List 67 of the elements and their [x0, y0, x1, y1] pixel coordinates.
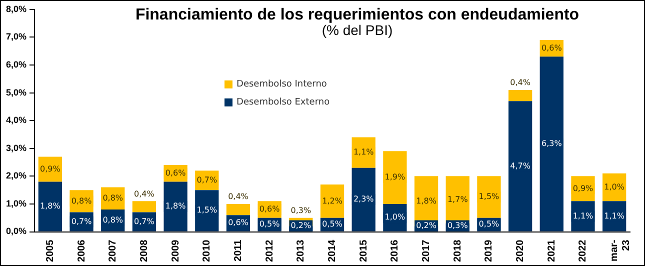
x-tick-label: 2021: [546, 239, 558, 262]
y-tick-label: 4,0%: [6, 115, 27, 126]
data-label: 4,7%: [510, 161, 531, 170]
data-label: 1,8%: [416, 196, 437, 206]
x-tick-label: 2007: [108, 239, 119, 262]
data-label: 0,7%: [196, 175, 218, 184]
y-tick-label: 8,0%: [6, 4, 27, 14]
x-tick-label: 2011: [232, 239, 244, 262]
x-tick-label: 2012: [264, 239, 276, 262]
data-label: 1,0%: [384, 212, 406, 222]
data-label: 0,6%: [165, 168, 186, 178]
x-tick-label: 2010: [202, 239, 213, 262]
data-label: 1,1%: [604, 211, 625, 220]
data-label: 0,8%: [71, 196, 92, 206]
data-label: 0,6%: [259, 204, 280, 214]
y-tick-label: 6,0%: [6, 59, 27, 70]
data-label: 1,8%: [165, 202, 186, 211]
y-tick-label: 1,0%: [6, 198, 27, 208]
x-tick-label: mar-23: [609, 239, 632, 262]
data-label: 1,1%: [353, 148, 374, 157]
data-label: 0,7%: [134, 216, 155, 226]
data-label: 0,6%: [228, 218, 249, 228]
data-label: 0,4%: [228, 192, 249, 202]
y-tick-label: 3,0%: [6, 142, 27, 153]
data-label: 0,8%: [102, 215, 124, 224]
data-label: 0,4%: [134, 189, 155, 198]
data-label: 1,7%: [447, 194, 468, 204]
x-tick-label: 2008: [138, 239, 150, 262]
x-tick-label: 2015: [358, 239, 370, 262]
x-tick-label: 2016: [390, 239, 401, 262]
y-tick-label: 2,0%: [6, 170, 27, 181]
data-label: 2,3%: [353, 194, 374, 204]
data-label: 1,0%: [604, 182, 625, 192]
data-label: 1,8%: [40, 202, 61, 211]
x-tick-label: 2019: [484, 239, 495, 262]
x-tick-label: 2014: [327, 239, 338, 262]
y-tick-label: 7,0%: [6, 32, 27, 42]
x-tick-label: 2017: [421, 239, 432, 262]
data-label: 1,1%: [572, 211, 594, 220]
data-label: 0,5%: [478, 220, 500, 229]
x-tick-label: 2022: [578, 239, 589, 262]
legend-label: Desembolso Interno: [236, 80, 328, 90]
data-label: 1,5%: [196, 206, 218, 215]
x-tick-label: 2020: [515, 239, 526, 262]
legend-label: Desembolso Externo: [236, 98, 330, 108]
data-label: 0,5%: [322, 220, 343, 229]
x-tick-label: 2006: [76, 239, 88, 262]
y-tick-label: 5,0%: [6, 87, 27, 98]
data-label: 0,8%: [102, 193, 124, 202]
x-tick-label: 2018: [452, 239, 464, 262]
data-label: 1,2%: [322, 196, 343, 206]
data-label: 0,6%: [541, 43, 562, 52]
data-label: 6,3%: [541, 139, 562, 148]
y-tick-label: 0,0%: [6, 226, 27, 236]
x-tick-label: 2005: [44, 239, 56, 262]
data-label: 1,9%: [384, 172, 406, 182]
data-label: 0,3%: [290, 206, 312, 215]
data-label: 0,9%: [572, 184, 594, 193]
data-label: 0,9%: [40, 164, 61, 174]
chart-title: Financiamiento de los requerimientos con endeudamiento: [135, 6, 580, 24]
x-tick-label: 2013: [296, 239, 307, 262]
data-label: 0,7%: [71, 216, 92, 226]
data-label: 0,5%: [259, 220, 280, 229]
data-label: 0,4%: [510, 78, 531, 88]
x-tick-label: 2009: [170, 239, 182, 262]
text: (% del PBI): [322, 22, 393, 38]
data-label: 1,5%: [478, 192, 500, 202]
